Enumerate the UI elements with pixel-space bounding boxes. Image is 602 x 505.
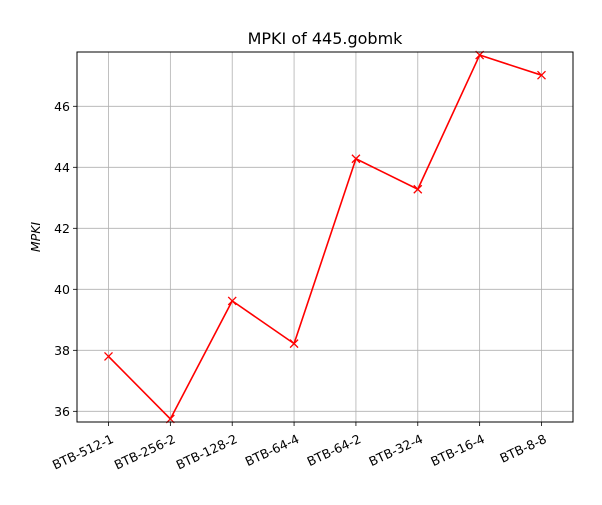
y-tick-label: 38 (54, 343, 70, 358)
data-point-marker (227, 296, 237, 306)
y-tick-label: 42 (54, 221, 70, 236)
data-point-marker (413, 184, 423, 194)
y-tick-label: 40 (54, 282, 70, 297)
series-line (107, 54, 542, 420)
data-point-marker (104, 351, 113, 361)
plot-frame (76, 51, 574, 423)
grid (77, 52, 573, 422)
y-tick-label: 36 (54, 404, 70, 419)
data-point-marker (289, 339, 299, 349)
y-axis-label: MPKI (28, 222, 43, 253)
chart-title: MPKI of 445.gobmk (248, 29, 404, 48)
y-tick-label: 46 (54, 99, 70, 114)
y-axis: 36 38 40 42 44 46 (54, 99, 77, 419)
data-point-marker (351, 154, 361, 164)
data-point-marker (537, 70, 546, 80)
y-tick-label: 44 (54, 160, 70, 175)
